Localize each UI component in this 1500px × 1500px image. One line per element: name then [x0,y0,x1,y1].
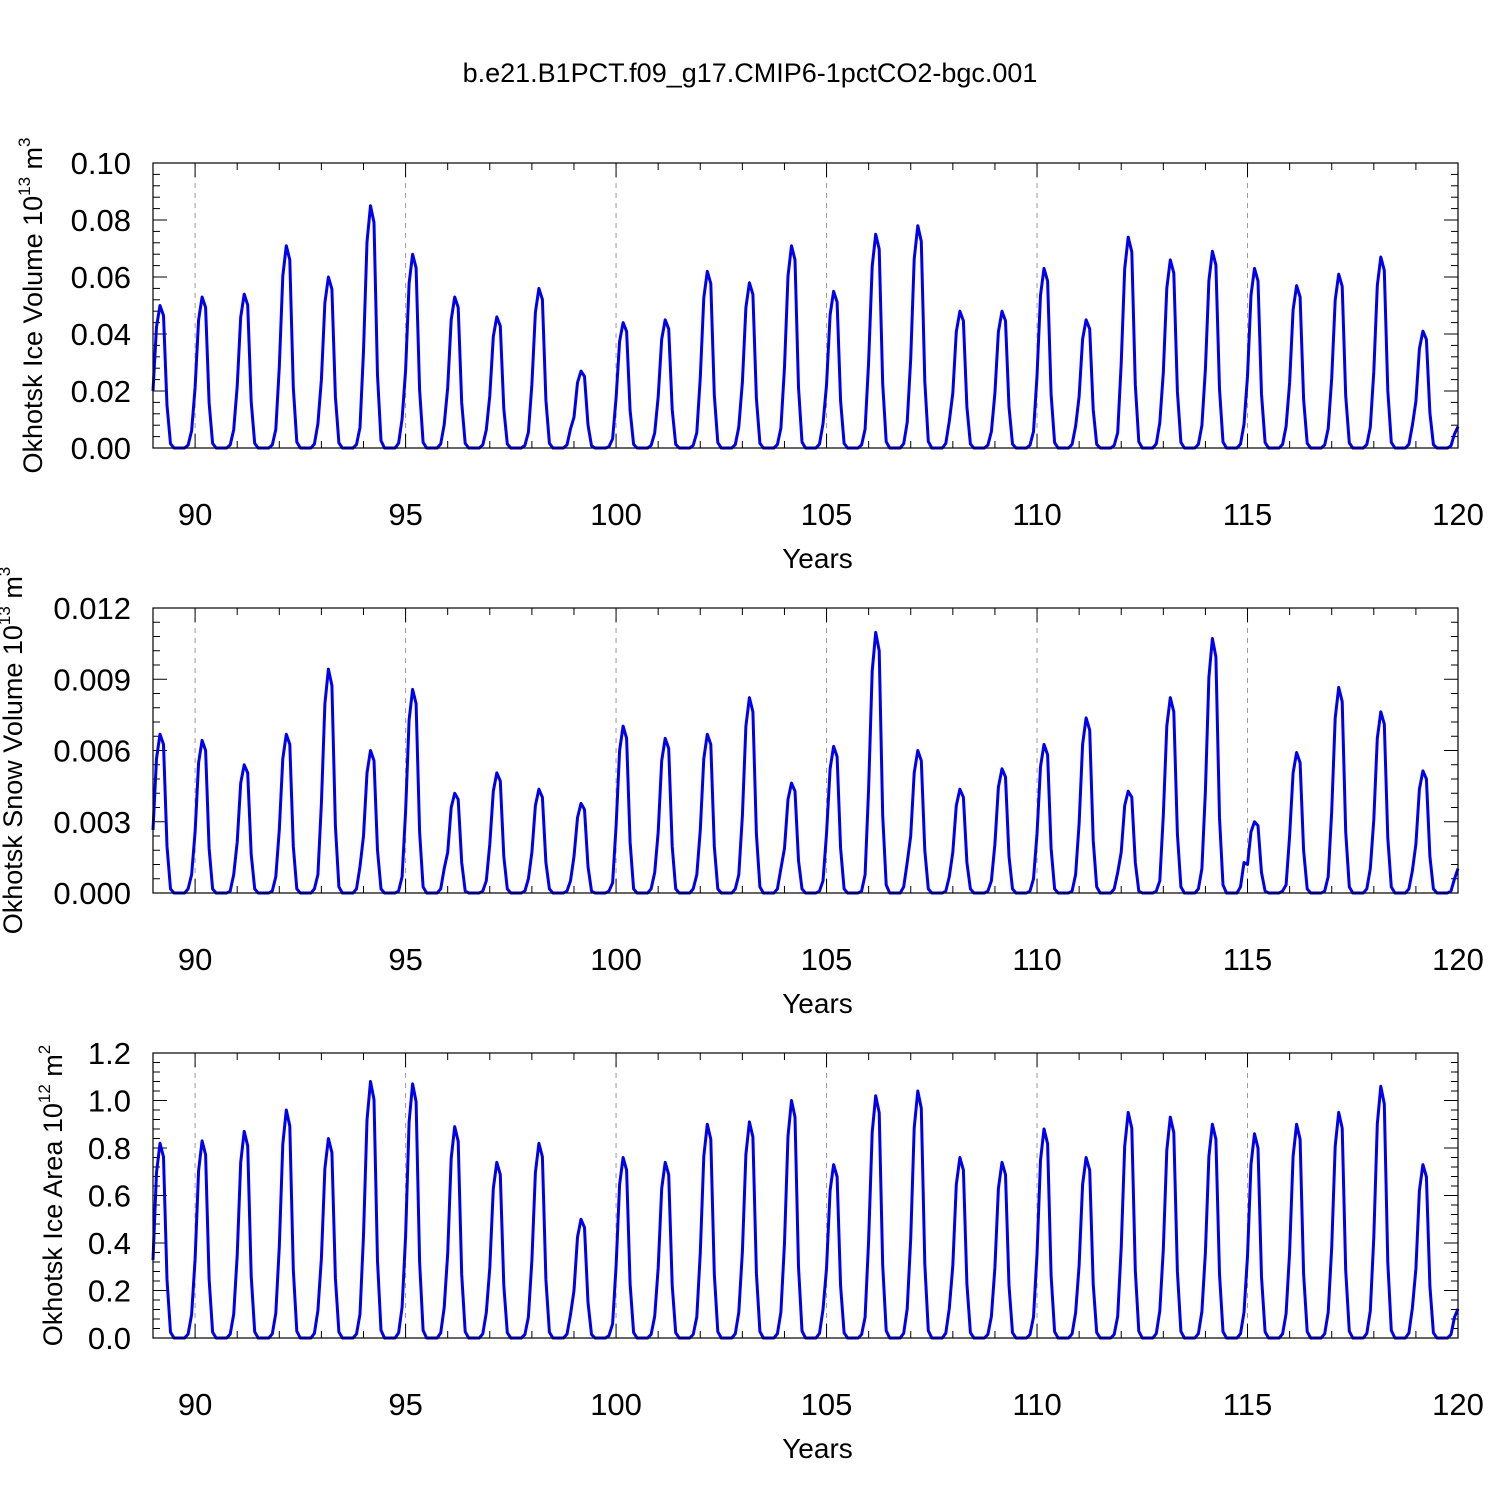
x-tick-label: 95 [388,497,422,532]
x-tick-label: 110 [1012,497,1061,532]
y-tick-label: 0.02 [71,374,131,409]
x-tick-label: 95 [388,1387,422,1422]
x-tick-label: 105 [801,942,853,977]
y-tick-label: 0.006 [53,734,131,769]
x-tick-label: 120 [1432,497,1484,532]
x-tick-label: 105 [801,497,853,532]
y-axis-label-part: m [0,576,28,606]
y-tick-label: 0.00 [71,431,131,466]
y-axis-label-part: 13 [15,177,34,196]
plot-frame [152,1052,1459,1339]
y-axis-label: Okhotsk Snow Volume 1013 m3 [0,567,28,935]
x-axis-label: Years [782,543,853,574]
x-tick-label: 90 [178,1387,212,1422]
y-tick-label: 0.08 [71,203,131,238]
y-tick-label: 0.000 [53,876,131,911]
series-line [151,1080,1460,1340]
panel-ice-volume: 0.00 0.02 0.04 0.06 0.08 0.10 90 95 100 105 110 115… [15,137,1484,574]
x-tick-label: 105 [801,1387,853,1422]
x-tick-label: 115 [1223,942,1272,977]
x-tick-label: 115 [1223,1387,1272,1422]
series-line [151,630,1460,895]
x-tick-label: 120 [1432,1387,1484,1422]
y-tick-label: 1.2 [88,1036,131,1071]
x-tick-label: 95 [388,942,422,977]
x-tick-label: 115 [1223,497,1272,532]
y-tick-label: 0.012 [53,591,131,626]
y-tick-label: 0.6 [88,1179,131,1214]
x-axis-label: Years [782,988,853,1019]
y-axis-label-part: Okhotsk Ice Volume 10 [18,196,48,474]
y-tick-label: 0.04 [71,317,131,352]
y-axis-label-part: 3 [15,137,34,146]
x-tick-label: 110 [1012,1387,1061,1422]
x-tick-label: 100 [590,942,642,977]
x-tick-label: 100 [590,497,642,532]
y-axis-label-part: Okhotsk Snow Volume 10 [0,625,28,934]
y-tick-label: 0.0 [88,1321,131,1356]
y-axis-label-part: m [18,147,48,177]
x-tick-label: 120 [1432,942,1484,977]
panel-snow-volume: 0.000 0.003 0.006 0.009 0.012 90 95 100 105 110 11… [0,567,1484,1019]
x-tick-label: 110 [1012,942,1061,977]
y-tick-label: 0.06 [71,260,131,295]
x-tick-label: 90 [178,497,212,532]
plot-frame [152,162,1459,449]
y-tick-label: 0.003 [53,805,131,840]
figure-title: b.e21.B1PCT.f09_g17.CMIP6-1pctCO2-bgc.00… [462,58,1038,88]
x-axis-label: Years [782,1433,853,1464]
y-tick-label: 0.2 [88,1274,131,1309]
x-tick-label: 100 [590,1387,642,1422]
y-tick-label: 0.10 [71,146,131,181]
y-tick-label: 0.8 [88,1131,131,1166]
y-axis-label-part: 12 [35,1084,54,1103]
y-axis-label: Okhotsk Ice Area 1012 m2 [35,1045,68,1347]
panel-ice-area: 0.0 0.2 0.4 0.6 0.8 1.0 1.2 90 95 100 105 110 115 120… [35,1036,1484,1464]
y-axis-label-part: 3 [0,567,14,576]
y-axis-label-part: m [38,1054,68,1084]
y-tick-label: 0.4 [88,1226,131,1261]
series-line [151,204,1460,450]
y-tick-label: 1.0 [88,1084,131,1119]
plot-frame [152,607,1459,894]
y-axis-label-part: Okhotsk Ice Area 10 [38,1103,68,1346]
y-axis-label-part: 2 [35,1045,54,1054]
y-axis-label-part: 13 [0,606,14,625]
y-tick-label: 0.009 [53,662,131,697]
x-tick-label: 90 [178,942,212,977]
y-axis-label: Okhotsk Ice Volume 1013 m3 [15,137,48,473]
